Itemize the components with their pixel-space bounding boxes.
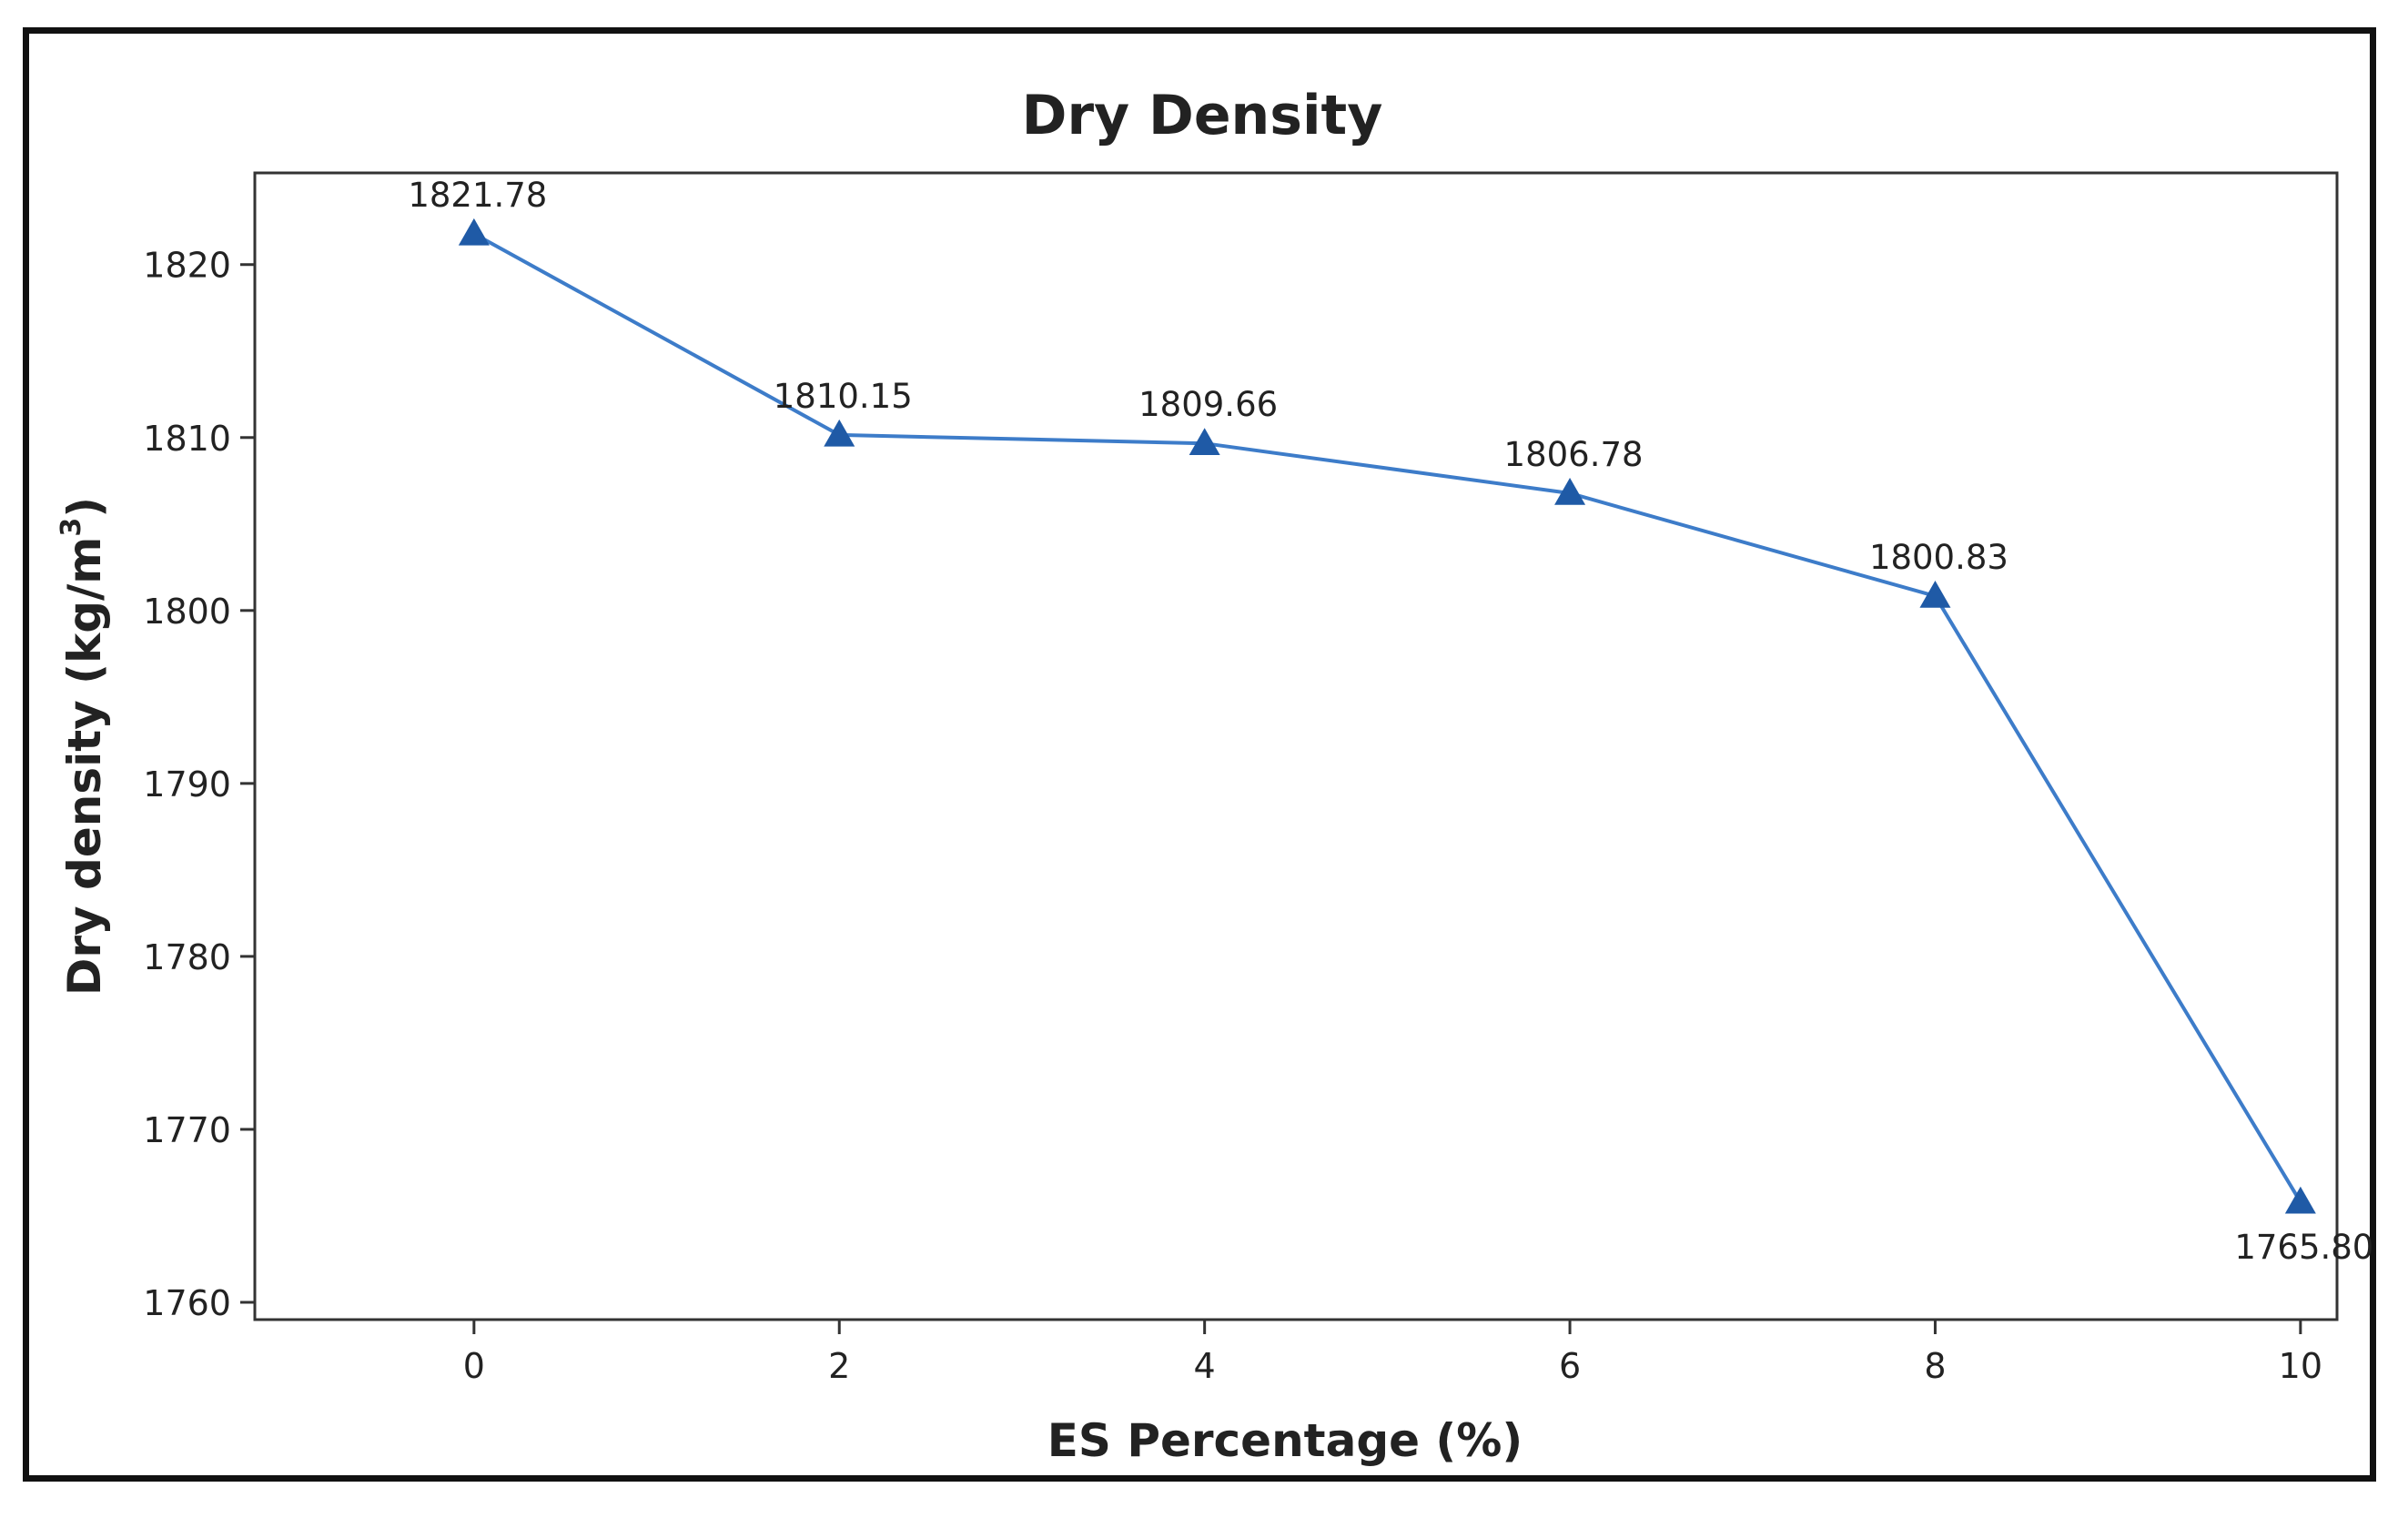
y-tick-label: 1770 xyxy=(143,1110,231,1150)
y-axis: 1760 1770 1780 1790 1800 1810 1820 xyxy=(143,246,255,1323)
data-label: 1810.15 xyxy=(774,377,913,416)
series-line xyxy=(472,232,2302,1203)
y-tick-label: 1790 xyxy=(143,764,231,805)
series-group: 1821.78 1810.15 1809.66 1806.78 1800.83 1765.… xyxy=(408,176,2373,1267)
y-axis-label-suffix: ) xyxy=(58,497,111,518)
data-point-marker xyxy=(1554,477,1586,505)
data-label: 1800.83 xyxy=(1869,538,2008,577)
data-label: 1806.78 xyxy=(1504,435,1644,474)
data-point-marker xyxy=(458,218,490,246)
y-axis-label: Dry density (kg/m3) xyxy=(56,497,111,996)
x-tick-label: 2 xyxy=(828,1346,850,1386)
y-axis-label-superscript: 3 xyxy=(56,518,87,537)
y-tick-label: 1780 xyxy=(143,937,231,977)
chart-frame xyxy=(23,27,2376,1482)
data-label: 1809.66 xyxy=(1138,385,1278,424)
x-tick-label: 6 xyxy=(1559,1346,1581,1386)
x-tick-label: 8 xyxy=(1924,1346,1946,1386)
data-label: 1821.78 xyxy=(408,176,547,215)
data-point-marker xyxy=(824,419,855,447)
data-point-marker xyxy=(1189,428,1220,455)
data-label: 1765.80 xyxy=(2234,1228,2373,1267)
y-axis-label-main: Dry density (kg/m xyxy=(58,537,111,997)
y-tick-label: 1810 xyxy=(143,419,231,459)
x-tick-label: 10 xyxy=(2279,1346,2322,1386)
plot-area xyxy=(253,171,2339,1321)
x-axis: 0 2 4 6 8 10 xyxy=(463,1320,2322,1386)
data-point-marker xyxy=(2284,1186,2316,1214)
y-tick-label: 1760 xyxy=(143,1283,231,1323)
x-tick-label: 4 xyxy=(1194,1346,1216,1386)
data-point-marker xyxy=(1919,581,1951,608)
y-tick-label: 1800 xyxy=(143,592,231,632)
x-tick-label: 0 xyxy=(463,1346,485,1386)
x-axis-label: ES Percentage (%) xyxy=(1047,1414,1523,1467)
y-tick-label: 1820 xyxy=(143,246,231,286)
chart-title: Dry Density xyxy=(1022,84,1383,147)
